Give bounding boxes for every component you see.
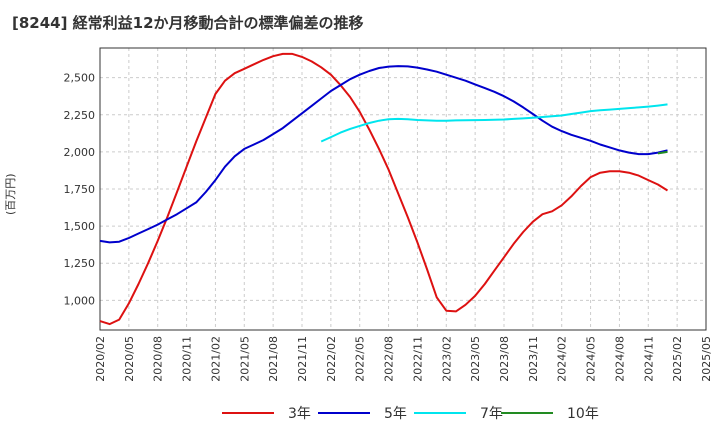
x-tick-label: 2022/11 [411,336,424,382]
x-tick-label: 2021/02 [209,336,222,382]
x-tick-label: 2025/02 [671,336,684,382]
x-tick-label: 2023/08 [498,336,511,382]
x-tick-label: 2024/11 [642,336,655,382]
legend-label: 10年 [567,406,599,422]
x-tick-label: 2020/02 [94,336,107,382]
chart-title: [8244] 経常利益12か月移動合計の標準偏差の推移 [12,14,364,32]
y-tick-label: 2,500 [64,72,96,85]
x-tick-label: 2022/08 [383,336,396,382]
legend-swatch [501,412,553,414]
y-tick-label: 1,000 [64,294,96,307]
y-tick-label: 2,000 [64,146,96,159]
x-tick-label: 2023/05 [469,336,482,382]
legend-item: 3年 [222,403,311,423]
x-tick-label: 2021/11 [296,336,309,382]
legend-item: 7年 [414,403,503,423]
line-chart: 2020/02 2020/05 2020/08 2020/11 2021/02 2021/… [64,47,713,382]
series-line-7年 [320,103,668,143]
series-line-3年 [99,52,669,326]
series-line-5年 [99,65,668,244]
x-tick-label: 2022/05 [354,336,367,382]
x-tick-label: 2024/08 [613,336,626,382]
legend-item: 10年 [501,403,599,423]
x-tick-label: 2020/05 [123,336,136,382]
legend-item: 5年 [318,403,407,423]
y-tick-label: 1,750 [64,183,96,196]
x-tick-label: 2024/02 [556,336,569,382]
legend-swatch [318,412,370,414]
x-tick-label: 2024/05 [585,336,598,382]
legend-label: 5年 [384,406,407,422]
y-tick-label: 1,250 [64,257,96,270]
x-tick-label: 2021/05 [238,336,251,382]
x-tick-label: 2020/11 [181,336,194,382]
x-tick-label: 2020/08 [152,336,165,382]
y-tick-label: 1,500 [64,220,96,233]
legend-swatch [414,412,466,414]
x-tick-label: 2025/05 [700,336,713,382]
x-tick-label: 2023/11 [527,336,540,382]
x-tick-label: 2021/08 [267,336,280,382]
series-line-10年 [657,150,668,155]
chart-legend: 3年 5年 7年 10年 [0,403,720,427]
x-tick-label: 2023/02 [440,336,453,382]
legend-label: 7年 [480,406,503,422]
plot-frame [99,47,707,331]
legend-label: 3年 [288,406,311,422]
legend-swatch [222,412,274,414]
x-tick-label: 2022/02 [325,336,338,382]
y-tick-label: 2,250 [64,109,96,122]
